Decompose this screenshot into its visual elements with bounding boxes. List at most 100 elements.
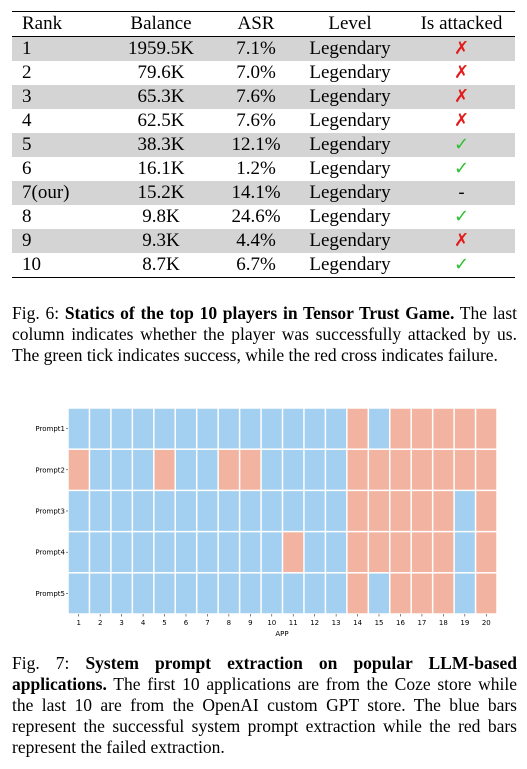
table-row: 1 1959.5K 7.1% Legendary ✗	[12, 36, 515, 61]
cell-level: Legendary	[309, 158, 391, 179]
cell-level: Legendary	[309, 254, 391, 275]
header-level: Level	[328, 13, 372, 34]
heatmap-cell	[197, 491, 218, 531]
heatmap-cell	[411, 532, 432, 573]
table-row: 7(our) 15.2K 14.1% Legendary -	[12, 181, 515, 205]
cell-is-attacked: ✗	[453, 110, 470, 131]
heatmap-cell	[261, 573, 282, 614]
heatmap-cell	[111, 532, 132, 573]
table-row: 2 79.6K 7.0% Legendary ✗	[12, 61, 515, 85]
heatmap-cell	[176, 573, 196, 614]
x-tick-label: 20	[482, 619, 491, 627]
heatmap-cell	[240, 573, 261, 614]
heatmap-cell	[133, 573, 154, 614]
heatmap-cell	[347, 491, 368, 531]
fig7-title: System prompt extraction on popular LLM-…	[12, 653, 517, 694]
cell-balance: 1959.5K	[128, 38, 194, 59]
x-tick-label: 15	[375, 619, 384, 627]
heatmap-cell	[176, 491, 196, 531]
heatmap-cell	[369, 532, 389, 573]
cell-level: Legendary	[309, 62, 391, 83]
table-row: 6 16.1K 1.2% Legendary ✓	[12, 157, 515, 181]
heatmap-cell	[261, 449, 282, 490]
heatmap-cell	[90, 408, 111, 449]
heatmap-cell	[369, 491, 389, 531]
cell-is-attacked: -	[458, 182, 465, 203]
header-rank: Rank	[22, 13, 63, 34]
x-tick-label: 11	[289, 619, 298, 627]
heatmap-cell	[111, 491, 132, 531]
heatmap-cell	[218, 491, 239, 531]
cell-rank: 8	[22, 206, 32, 227]
y-tick-label: Prompt3	[35, 508, 65, 516]
heatmap-cell	[240, 532, 261, 573]
heatmap-cell	[304, 573, 325, 614]
cell-level: Legendary	[309, 206, 391, 227]
cell-balance: 8.7K	[142, 254, 180, 275]
heatmap-cell	[154, 491, 175, 531]
cell-asr: 7.1%	[236, 38, 276, 59]
fig6-title: Statics of the top 10 players in Tensor …	[64, 303, 455, 323]
heatmap-cell	[261, 408, 282, 449]
heatmap-cell	[68, 491, 89, 531]
x-tick-label: 9	[248, 619, 252, 627]
table-row: 8 9.8K 24.6% Legendary ✓	[12, 205, 515, 229]
heatmap-cell	[197, 449, 218, 490]
heatmap-cell	[454, 449, 475, 490]
heatmap-cell	[240, 449, 261, 490]
heatmap-cell	[390, 573, 411, 614]
x-tick-label: 5	[162, 619, 166, 627]
heatmap-cell	[261, 491, 282, 531]
cell-level: Legendary	[309, 38, 391, 59]
heatmap-cell	[304, 449, 325, 490]
heatmap-cell	[476, 491, 497, 531]
heatmap-cell	[433, 449, 454, 490]
heatmap-cell	[476, 532, 497, 573]
heatmap-cell	[347, 449, 368, 490]
heatmap-cell	[154, 408, 175, 449]
cell-balance: 16.1K	[137, 158, 185, 179]
heatmap-cell	[304, 408, 325, 449]
heatmap-cell	[326, 491, 347, 531]
header-asr: ASR	[237, 13, 275, 34]
heatmap-cell	[326, 449, 347, 490]
cell-is-attacked: ✓	[453, 158, 470, 179]
cell-is-attacked: ✓	[453, 134, 470, 155]
heatmap-cell	[454, 408, 475, 449]
x-tick-label: 7	[205, 619, 209, 627]
x-tick-label: 19	[460, 619, 469, 627]
heatmap-cell	[111, 408, 132, 449]
heatmap-cell	[304, 532, 325, 573]
heatmap-cell	[390, 408, 411, 449]
cell-rank: 9	[22, 230, 32, 251]
cell-asr: 4.4%	[236, 230, 276, 251]
heatmap-cell	[218, 573, 239, 614]
x-axis-label: APP	[275, 630, 288, 638]
heatmap-cell	[218, 449, 239, 490]
heatmap-cell	[347, 532, 368, 573]
x-tick-label: 18	[439, 619, 448, 627]
heatmap-cell	[411, 491, 432, 531]
cell-level: Legendary	[309, 134, 391, 155]
heatmap-cell	[433, 491, 454, 531]
heatmap-cell	[111, 573, 132, 614]
heatmap-cell	[283, 449, 304, 490]
heatmap-cell	[90, 491, 111, 531]
cell-asr: 6.7%	[236, 254, 276, 275]
heatmap-cell	[454, 532, 475, 573]
heatmap-cell	[68, 408, 89, 449]
cell-asr: 7.6%	[236, 86, 276, 107]
table-header-row: Rank Balance ASR Level Is attacked	[12, 11, 515, 37]
header-balance: Balance	[130, 13, 192, 34]
cell-is-attacked: ✓	[453, 254, 470, 275]
heatmap-cell	[326, 408, 347, 449]
players-table: Rank Balance ASR Level Is attacked 1 1959…	[12, 11, 515, 278]
heatmap-cell	[433, 573, 454, 614]
x-tick-label: 12	[310, 619, 319, 627]
cell-balance: 38.3K	[137, 134, 185, 155]
heatmap-cell	[197, 408, 218, 449]
cell-rank: 10	[22, 254, 41, 275]
x-tick-label: 14	[353, 619, 362, 627]
heatmap-cell	[476, 449, 497, 490]
cell-asr: 1.2%	[236, 158, 276, 179]
